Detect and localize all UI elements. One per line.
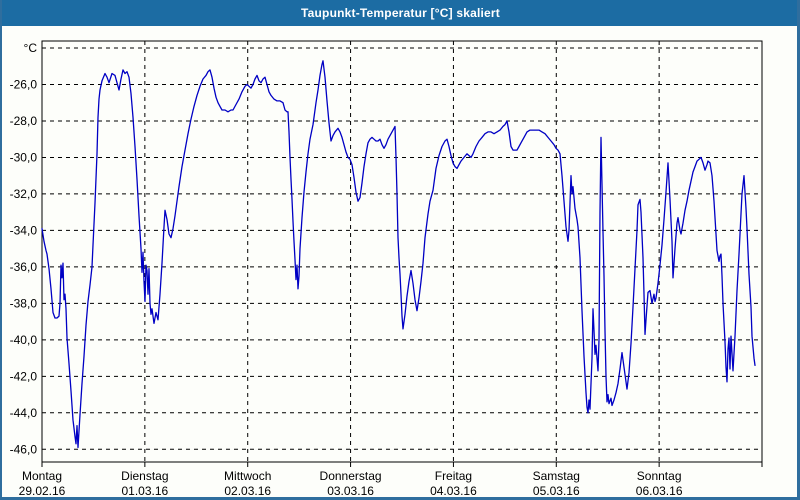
y-axis-label: -46,0 (10, 442, 38, 456)
y-axis-label: -40,0 (10, 333, 38, 347)
data-series-line (41, 60, 756, 449)
x-axis-day-label: Samstag (533, 469, 580, 483)
y-axis-label: -42,0 (10, 369, 38, 383)
y-axis-label: -44,0 (10, 406, 38, 420)
x-axis-date-label: 03.03.16 (327, 484, 374, 498)
plot-area: -26,0 -28,0 -30,0 -32,0 -34,0 -36,0 -38,0 -40,0… (10, 40, 763, 498)
y-axis-label: -32,0 (10, 187, 38, 201)
x-axis-day-label: Montag (22, 469, 62, 483)
y-axis-unit-label: °C (24, 41, 38, 55)
x-axis-date-label: 29.02.16 (19, 484, 66, 498)
plot-border (41, 40, 763, 463)
y-axis-label: -38,0 (10, 296, 38, 310)
y-axis-label: -28,0 (10, 114, 38, 128)
window-title: Taupunkt-Temperatur [°C] skaliert (301, 6, 500, 20)
x-axis-date-label: 06.03.16 (636, 484, 683, 498)
x-axis-date-label: 05.03.16 (533, 484, 580, 498)
x-axis-day-label: Donnerstag (320, 469, 382, 483)
title-bar[interactable]: Taupunkt-Temperatur [°C] skaliert (2, 0, 797, 26)
x-axis-day-label: Sonntag (637, 469, 682, 483)
x-axis-date-label: 04.03.16 (430, 484, 477, 498)
x-axis-day-label: Freitag (435, 469, 472, 483)
x-axis-day-label: Mittwoch (224, 469, 271, 483)
y-axis-label: -26,0 (10, 77, 38, 91)
y-axis-label: -30,0 (10, 150, 38, 164)
x-axis-date-label: 01.03.16 (121, 484, 168, 498)
y-axis-label: -34,0 (10, 223, 38, 237)
x-axis-day-label: Dienstag (121, 469, 168, 483)
y-axis-label: -36,0 (10, 260, 38, 274)
x-axis-date-label: 02.03.16 (224, 484, 271, 498)
